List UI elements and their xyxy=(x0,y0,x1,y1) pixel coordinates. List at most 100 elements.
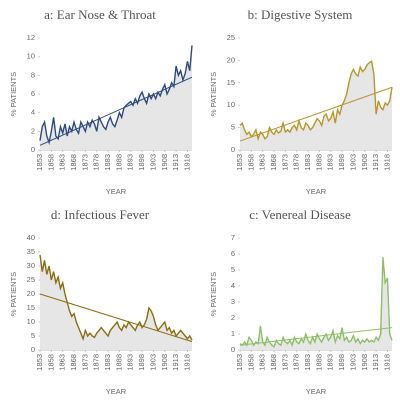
x-tick-label: 1903 xyxy=(148,354,157,371)
x-tick-label: 1918 xyxy=(182,354,191,371)
data-line xyxy=(239,257,393,348)
x-tick-label: 1868 xyxy=(269,154,278,171)
x-tick-label: 1878 xyxy=(292,154,301,171)
y-tick-label: 5 xyxy=(31,331,35,340)
chart-title: d: Infectious Fever xyxy=(51,207,150,222)
y-tick-label: 25 xyxy=(227,33,235,42)
y-tick-label: 8 xyxy=(31,70,35,79)
y-tick-label: 15 xyxy=(227,78,235,87)
y-tick-label: 10 xyxy=(227,100,235,109)
x-tick-label: 1878 xyxy=(92,154,101,171)
x-tick-label: 1908 xyxy=(160,154,169,171)
y-tick-label: 0 xyxy=(231,145,235,154)
x-tick-label: 1888 xyxy=(114,154,123,171)
x-tick-label: 1893 xyxy=(126,354,135,371)
x-tick-label: 1893 xyxy=(326,354,335,371)
y-tick-label: 1 xyxy=(231,329,235,338)
y-tick-label: 3 xyxy=(231,297,235,306)
x-tick-label: 1868 xyxy=(269,354,278,371)
y-tick-label: 40 xyxy=(27,233,35,242)
y-axis-label: % PATIENTS xyxy=(209,72,218,116)
y-tick-label: 0 xyxy=(31,145,35,154)
y-tick-label: 0 xyxy=(231,345,235,354)
x-tick-label: 1918 xyxy=(382,154,391,171)
x-tick-label: 1888 xyxy=(114,354,123,371)
x-tick-label: 1863 xyxy=(58,154,67,171)
x-tick-label: 1918 xyxy=(382,354,391,371)
x-tick-label: 1858 xyxy=(246,154,255,171)
x-tick-label: 1913 xyxy=(171,154,180,171)
data-line xyxy=(239,60,393,142)
y-tick-label: 25 xyxy=(27,275,35,284)
x-tick-label: 1918 xyxy=(182,154,191,171)
y-tick-label: 5 xyxy=(231,123,235,132)
y-tick-label: 2 xyxy=(31,126,35,135)
trend-line xyxy=(39,76,193,146)
x-tick-label: 1868 xyxy=(69,154,78,171)
x-tick-label: 1868 xyxy=(69,354,78,371)
x-axis-label: YEAR xyxy=(106,387,127,396)
x-tick-label: 1913 xyxy=(171,354,180,371)
x-tick-label: 1908 xyxy=(360,154,369,171)
x-tick-label: 1898 xyxy=(137,354,146,371)
x-tick-label: 1873 xyxy=(80,354,89,371)
x-tick-label: 1908 xyxy=(360,354,369,371)
x-tick-label: 1893 xyxy=(126,154,135,171)
area xyxy=(40,45,192,150)
data-line xyxy=(39,45,193,146)
y-tick-label: 10 xyxy=(27,52,35,61)
x-tick-label: 1883 xyxy=(103,154,112,171)
y-tick-label: 0 xyxy=(31,345,35,354)
y-axis-label: % PATIENTS xyxy=(9,72,18,116)
x-tick-label: 1853 xyxy=(35,354,44,371)
x-tick-label: 1908 xyxy=(160,354,169,371)
chart-title: b: Digestive System xyxy=(248,7,353,22)
y-tick-label: 6 xyxy=(231,249,235,258)
y-tick-label: 20 xyxy=(227,55,235,64)
x-tick-label: 1903 xyxy=(148,154,157,171)
x-tick-label: 1888 xyxy=(314,154,323,171)
x-tick-label: 1863 xyxy=(258,354,267,371)
area xyxy=(40,254,192,350)
x-tick-label: 1863 xyxy=(58,354,67,371)
y-tick-label: 4 xyxy=(231,281,235,290)
x-tick-label: 1883 xyxy=(303,354,312,371)
y-tick-label: 30 xyxy=(27,261,35,270)
x-tick-label: 1853 xyxy=(235,354,244,371)
x-tick-label: 1913 xyxy=(371,354,380,371)
x-axis-label: YEAR xyxy=(106,187,127,196)
x-axis-label: YEAR xyxy=(306,187,327,196)
x-tick-label: 1858 xyxy=(246,354,255,371)
y-axis-label: % PATIENTS xyxy=(9,272,18,316)
y-tick-label: 35 xyxy=(27,247,35,256)
y-tick-label: 12 xyxy=(27,33,35,42)
data-line xyxy=(39,254,193,341)
y-tick-label: 6 xyxy=(31,89,35,98)
y-tick-label: 15 xyxy=(27,303,35,312)
x-tick-label: 1913 xyxy=(371,154,380,171)
x-tick-label: 1873 xyxy=(280,154,289,171)
trend-line xyxy=(239,327,393,346)
x-tick-label: 1873 xyxy=(80,154,89,171)
x-tick-label: 1878 xyxy=(92,354,101,371)
x-tick-label: 1853 xyxy=(235,154,244,171)
area xyxy=(240,61,392,150)
y-tick-label: 7 xyxy=(231,233,235,242)
trend-line xyxy=(39,293,193,343)
x-tick-label: 1873 xyxy=(280,354,289,371)
x-tick-label: 1858 xyxy=(46,154,55,171)
x-tick-label: 1893 xyxy=(326,154,335,171)
x-tick-label: 1883 xyxy=(103,354,112,371)
x-tick-label: 1903 xyxy=(348,354,357,371)
x-axis-label: YEAR xyxy=(306,387,327,396)
x-tick-label: 1883 xyxy=(303,154,312,171)
area xyxy=(240,257,392,350)
x-tick-label: 1888 xyxy=(314,354,323,371)
y-tick-label: 5 xyxy=(231,265,235,274)
x-tick-label: 1898 xyxy=(337,354,346,371)
chart-title: c: Venereal Disease xyxy=(249,207,351,222)
x-tick-label: 1898 xyxy=(337,154,346,171)
x-tick-label: 1903 xyxy=(348,154,357,171)
x-tick-label: 1878 xyxy=(292,354,301,371)
